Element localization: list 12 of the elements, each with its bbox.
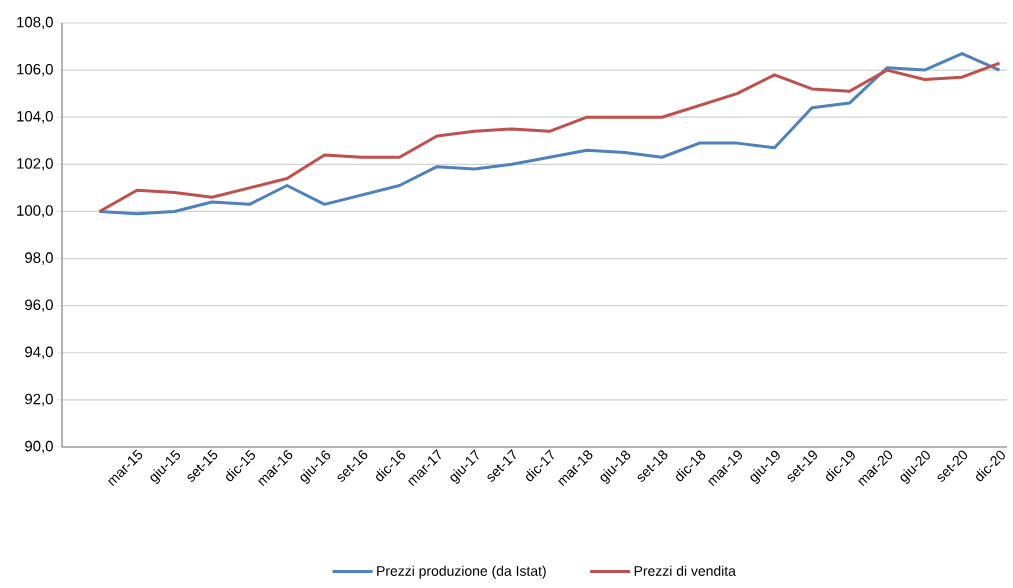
y-tick-label: 106,0	[17, 63, 53, 77]
y-tick-label: 100,0	[17, 205, 53, 218]
y-tick-label: 98,0	[25, 252, 53, 265]
y-tick-label: 96,0	[25, 299, 53, 312]
y-tick-label: 108,0	[17, 16, 53, 30]
y-tick-label: 92,0	[25, 393, 53, 407]
y-tick-label: 104,0	[17, 111, 53, 124]
y-tick-label: 94,0	[25, 346, 53, 359]
legend-label: Prezzi di vendita	[634, 565, 736, 576]
y-tick-label: 90,0	[25, 440, 53, 454]
legend-label: Prezzi produzione (da Istat)	[377, 565, 546, 579]
y-tick-label: 102,0	[17, 158, 53, 171]
